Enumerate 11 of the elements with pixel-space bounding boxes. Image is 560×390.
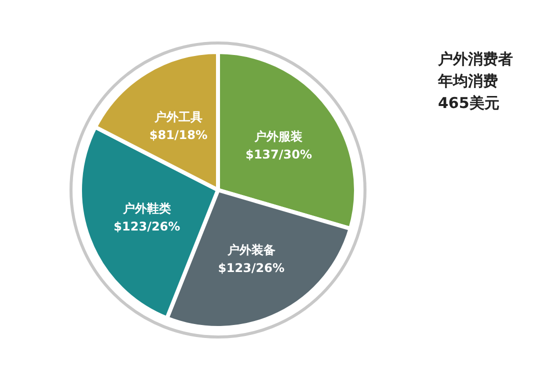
slice-label: 户外服装 — [254, 129, 304, 144]
data-label: $81/18% — [149, 128, 208, 142]
data-label: $123/26% — [218, 261, 285, 276]
text: 年均消费 — [437, 72, 498, 90]
text: 465美元 — [438, 94, 500, 112]
slice-label: 户外鞋类 — [122, 202, 171, 216]
data-label: $123/26% — [114, 220, 180, 234]
slice-label: 户外装备 — [226, 243, 276, 258]
data-label: $137/30% — [245, 147, 312, 162]
text: 户外消费者 — [437, 50, 513, 68]
slice-label: 户外工具 — [153, 110, 202, 124]
